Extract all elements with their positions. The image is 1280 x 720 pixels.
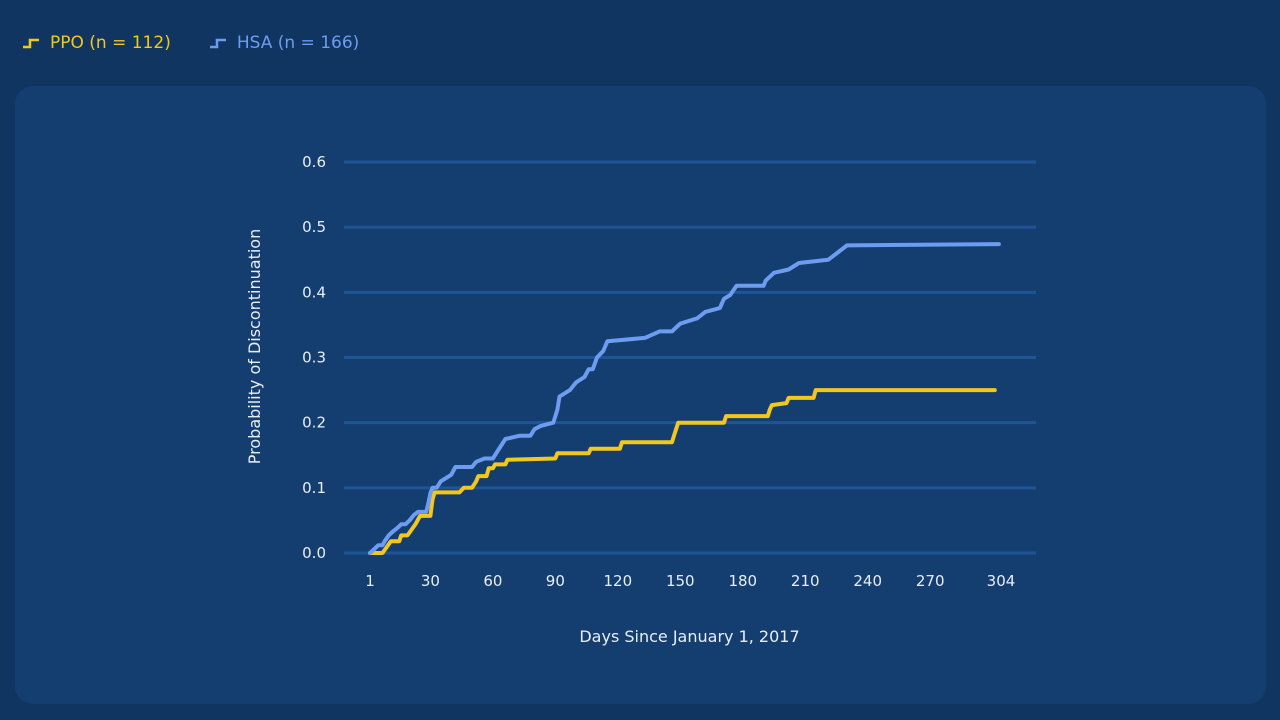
step-line-icon bbox=[209, 36, 227, 50]
y-tick-label: 0.1 bbox=[302, 479, 326, 497]
y-tick-label: 0.5 bbox=[302, 218, 326, 236]
legend-label-hsa: HSA (n = 166) bbox=[236, 33, 360, 53]
x-tick-label: 180 bbox=[728, 572, 757, 590]
x-axis-ticks: 1 30 60 90 120 150 180 210 240 270 304 bbox=[365, 572, 1015, 590]
y-tick-label: 0.2 bbox=[302, 414, 326, 432]
series-line-hsa bbox=[368, 242, 1001, 555]
x-tick-label: 30 bbox=[421, 572, 440, 590]
legend-item-ppo[interactable]: PPO (n = 112) bbox=[22, 33, 171, 53]
series-lines bbox=[368, 242, 1001, 555]
x-tick-label: 60 bbox=[483, 572, 502, 590]
y-tick-label: 0.0 bbox=[302, 544, 326, 562]
series-line-ppo bbox=[368, 388, 997, 555]
y-axis-title: Probability of Discontinuation bbox=[245, 229, 264, 464]
chart-legend: PPO (n = 112) HSA (n = 166) bbox=[22, 33, 359, 53]
legend-item-hsa[interactable]: HSA (n = 166) bbox=[209, 33, 359, 53]
x-tick-label: 150 bbox=[666, 572, 695, 590]
chart-card: 0.0 0.1 0.2 0.3 0.4 0.5 0.6 1 30 60 90 120 150 180 21… bbox=[15, 86, 1266, 704]
x-tick-label: 90 bbox=[546, 572, 565, 590]
x-tick-label: 210 bbox=[791, 572, 820, 590]
legend-label-ppo: PPO (n = 112) bbox=[50, 33, 171, 53]
x-tick-label: 240 bbox=[853, 572, 882, 590]
y-axis-ticks: 0.0 0.1 0.2 0.3 0.4 0.5 0.6 bbox=[302, 153, 326, 562]
y-tick-label: 0.3 bbox=[302, 349, 326, 367]
step-line-icon bbox=[22, 36, 40, 50]
x-axis-title: Days Since January 1, 2017 bbox=[579, 627, 799, 646]
x-tick-label: 1 bbox=[365, 572, 375, 590]
x-tick-label: 304 bbox=[987, 572, 1016, 590]
x-tick-label: 270 bbox=[916, 572, 945, 590]
discontinuation-chart: 0.0 0.1 0.2 0.3 0.4 0.5 0.6 1 30 60 90 120 150 180 21… bbox=[245, 153, 1036, 646]
x-tick-label: 120 bbox=[603, 572, 632, 590]
y-tick-label: 0.4 bbox=[302, 283, 326, 301]
y-tick-label: 0.6 bbox=[302, 153, 326, 171]
